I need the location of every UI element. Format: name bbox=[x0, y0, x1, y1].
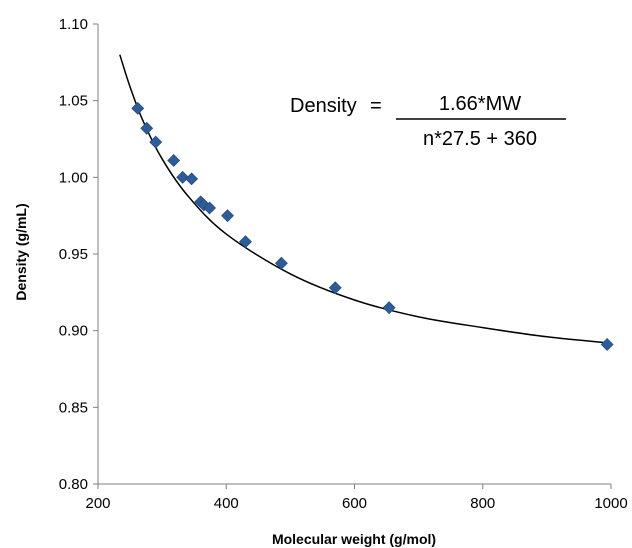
y-tick-label: 1.05 bbox=[59, 93, 88, 110]
y-tick-label: 0.95 bbox=[59, 246, 88, 263]
data-point bbox=[203, 201, 217, 215]
data-point bbox=[239, 235, 252, 249]
equation-denominator: n*27.5 + 360 bbox=[423, 128, 537, 150]
y-tick-label: 0.80 bbox=[59, 476, 88, 493]
x-ticks: 200 400 600 800 1000 bbox=[85, 484, 628, 512]
data-point bbox=[221, 209, 234, 223]
y-tick-label: 0.90 bbox=[59, 323, 88, 340]
data-point bbox=[176, 170, 190, 184]
data-point bbox=[382, 301, 396, 315]
x-tick-label: 600 bbox=[342, 495, 367, 512]
x-tick-label: 800 bbox=[470, 495, 495, 512]
x-tick-label: 1000 bbox=[594, 495, 627, 512]
data-point bbox=[328, 281, 342, 295]
equation-equals: = bbox=[370, 95, 382, 117]
y-tick-label: 0.85 bbox=[59, 399, 88, 416]
data-point bbox=[131, 101, 145, 115]
fit-curve bbox=[119, 54, 609, 344]
y-ticks: 0.80 0.85 0.90 0.95 1.00 1.05 1.10 bbox=[59, 16, 98, 493]
data-point bbox=[149, 135, 163, 149]
data-points bbox=[131, 101, 614, 351]
data-point bbox=[274, 256, 288, 270]
data-point bbox=[167, 154, 181, 167]
y-tick-label: 1.10 bbox=[59, 16, 88, 33]
data-point bbox=[140, 121, 154, 135]
data-point bbox=[600, 338, 614, 351]
equation-annotation: Density = 1.66*MW n*27.5 + 360 bbox=[290, 93, 566, 150]
equation-numerator: 1.66*MW bbox=[439, 93, 521, 115]
x-axis-title: Molecular weight (g/mol) bbox=[272, 531, 436, 547]
x-tick-label: 200 bbox=[85, 495, 110, 512]
axes bbox=[97, 24, 611, 485]
x-tick-label: 400 bbox=[214, 495, 239, 512]
y-axis-title: Density (g/mL) bbox=[13, 203, 29, 300]
y-tick-label: 1.00 bbox=[59, 169, 88, 186]
data-point bbox=[185, 172, 199, 186]
equation-lhs: Density bbox=[290, 95, 357, 117]
